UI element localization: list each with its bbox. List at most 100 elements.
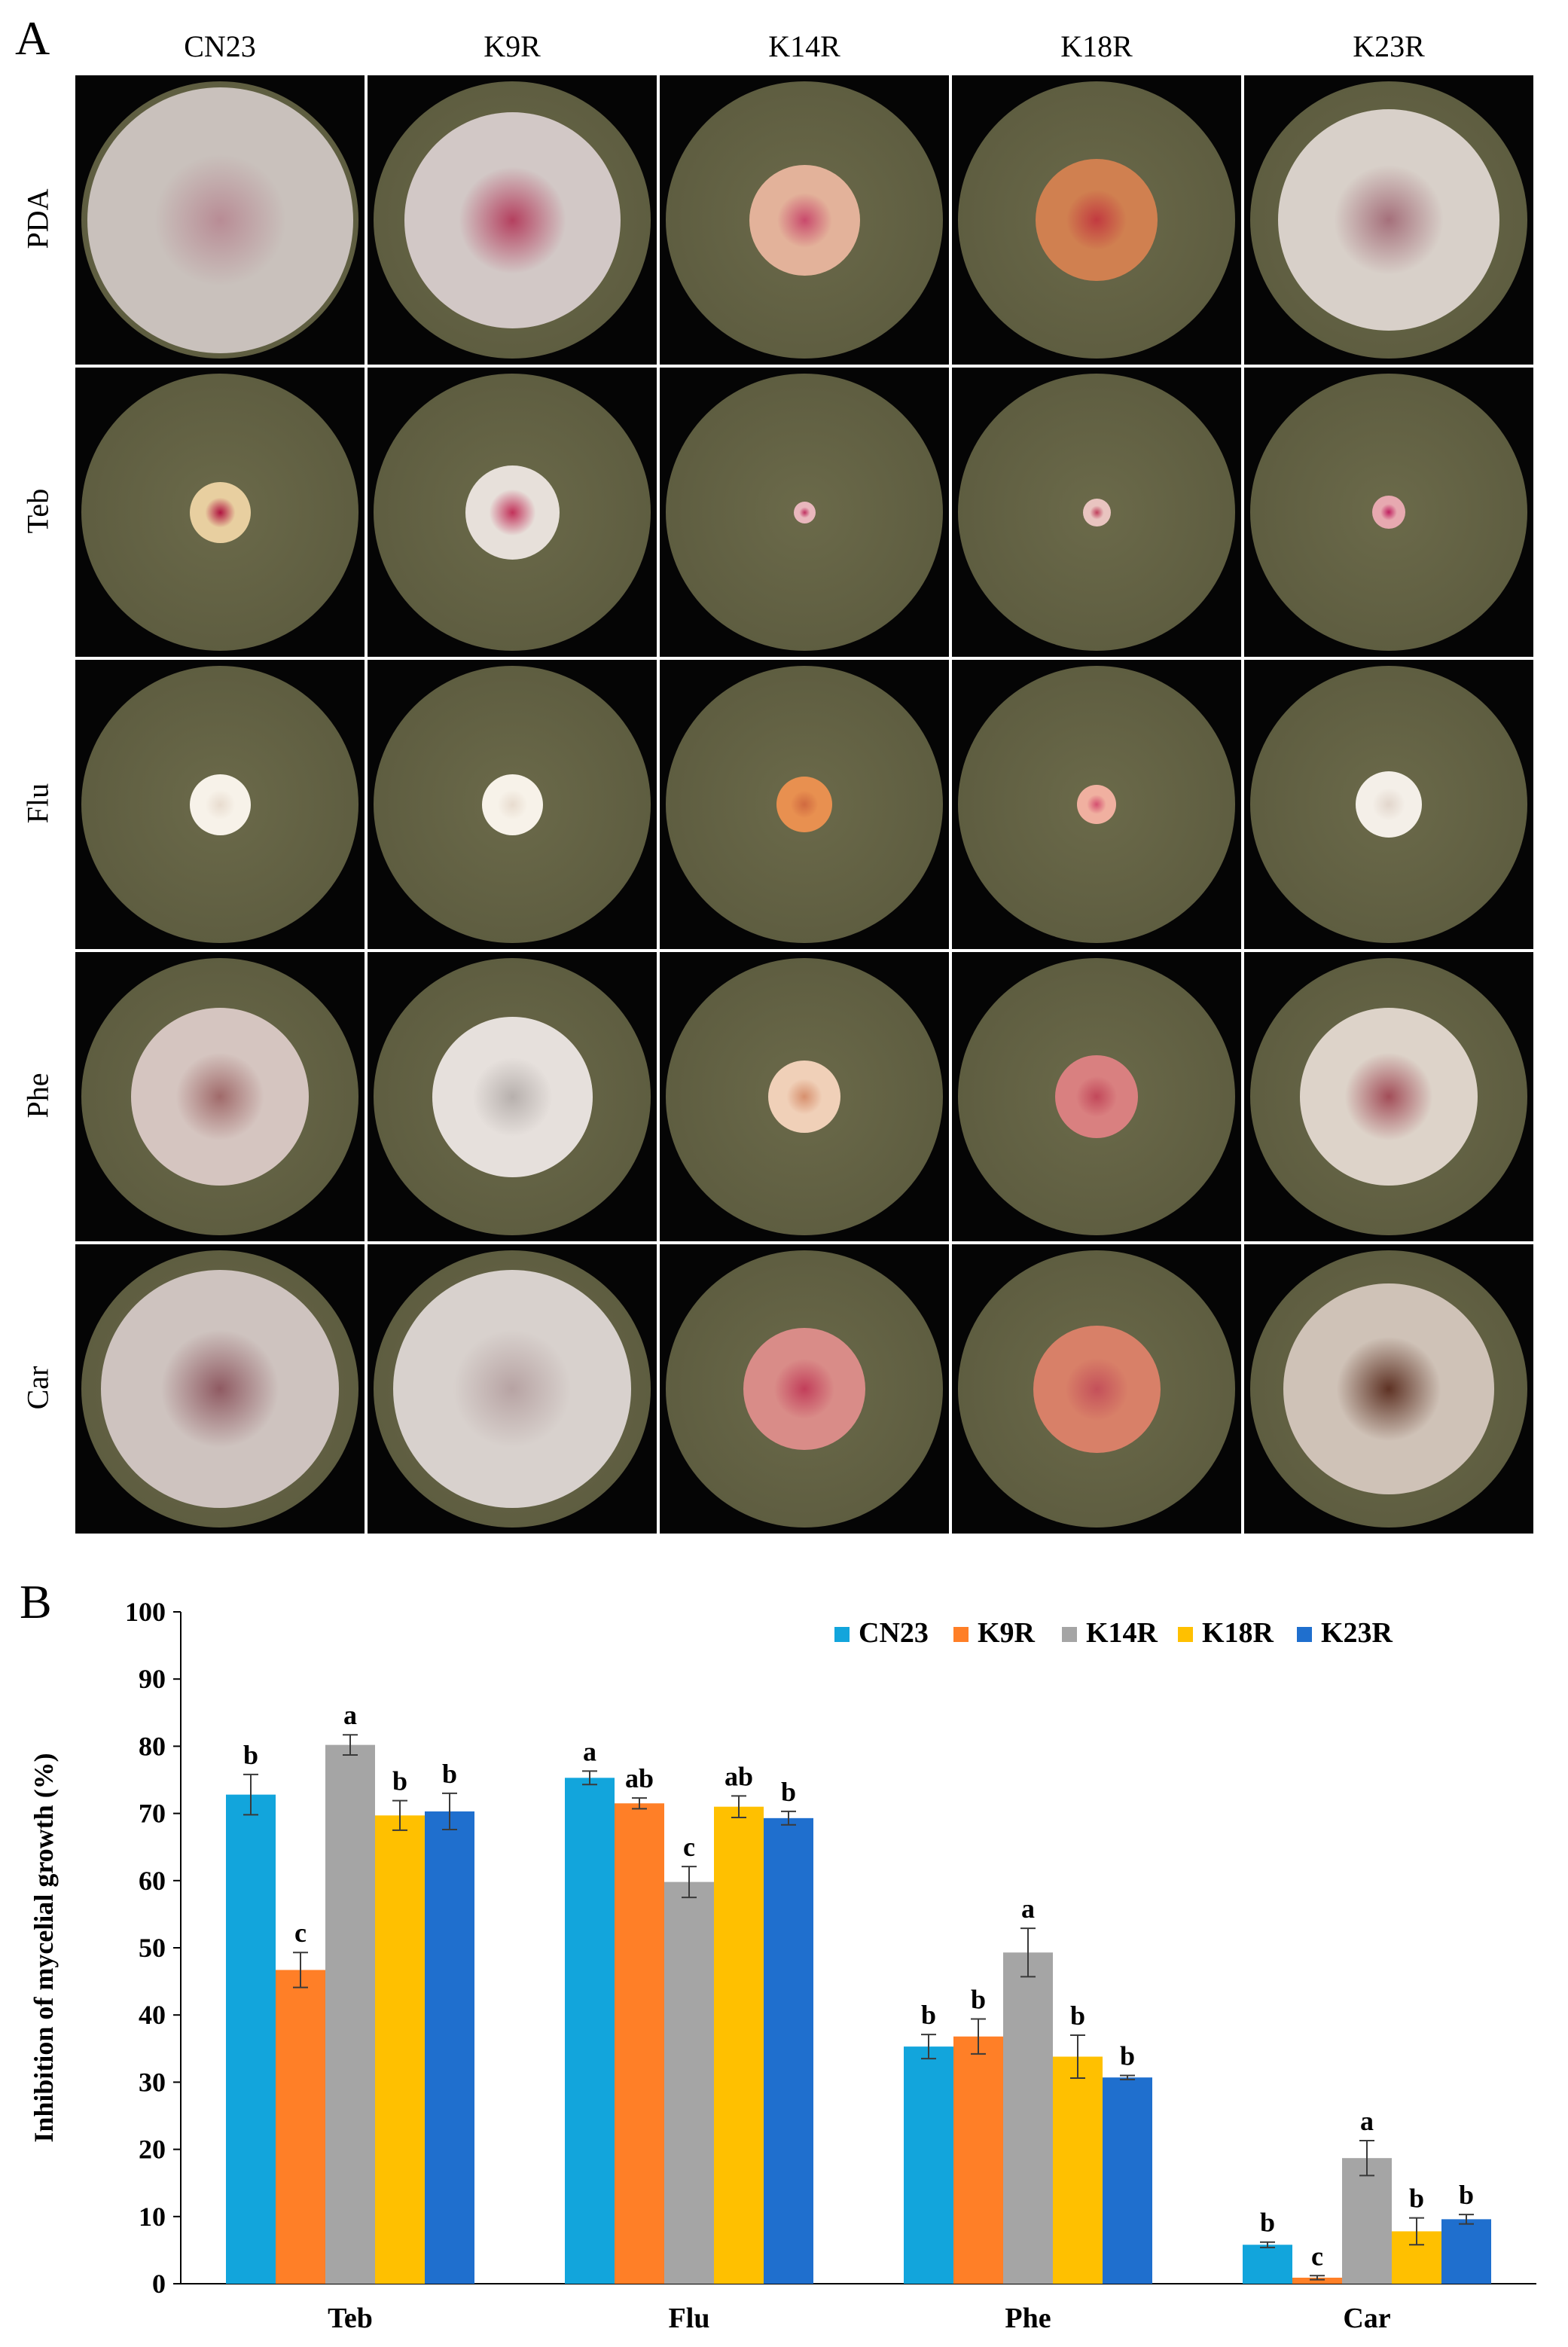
fungal-colony xyxy=(1283,1283,1494,1494)
column-label-k18r: K18R xyxy=(1060,29,1133,63)
plate-photo-car-cn23 xyxy=(75,1244,365,1534)
significance-letter: b xyxy=(781,1777,796,1807)
y-tick-label: 90 xyxy=(139,1664,166,1694)
fungal-colony xyxy=(1372,496,1405,529)
plate-photo-pda-k9r xyxy=(368,75,657,365)
bar-cn23-car xyxy=(1243,2245,1292,2284)
row-label-flu: Flu xyxy=(20,783,55,824)
y-tick-label: 30 xyxy=(139,2067,166,2097)
legend-swatch-k14r xyxy=(1062,1627,1077,1642)
fungal-colony xyxy=(189,481,251,543)
fungal-colony xyxy=(743,1328,865,1450)
fungal-colony xyxy=(1082,498,1111,526)
bar-k23r-phe xyxy=(1103,2077,1152,2284)
y-tick-label: 40 xyxy=(139,2000,166,2030)
fungal-colony xyxy=(1356,771,1422,838)
row-label-pda: PDA xyxy=(20,188,55,249)
y-axis-title: Inhibition of mycelial growth (%) xyxy=(29,1753,59,2142)
plate-photo-flu-k18r xyxy=(952,660,1241,949)
significance-letter: b xyxy=(1070,2001,1085,2031)
row-label-phe: Phe xyxy=(20,1073,55,1119)
bar-k9r-car xyxy=(1292,2277,1342,2284)
significance-letter: b xyxy=(1120,2040,1135,2071)
plate-photo-car-k23r xyxy=(1244,1244,1533,1534)
fungal-colony xyxy=(101,1270,339,1508)
panel-b-letter: B xyxy=(20,1575,52,1628)
bar-k14r-flu xyxy=(664,1882,714,2284)
fungal-colony xyxy=(1033,1325,1161,1453)
fungal-colony xyxy=(189,774,251,835)
plate-photo-flu-k23r xyxy=(1244,660,1533,949)
plate-photo-teb-k23r xyxy=(1244,368,1533,657)
legend-label-k9r: K9R xyxy=(978,1617,1036,1649)
legend-label-cn23: CN23 xyxy=(859,1617,929,1649)
column-label-k23r: K23R xyxy=(1353,29,1425,63)
bar-k14r-phe xyxy=(1003,1952,1053,2284)
y-tick-label: 50 xyxy=(139,1933,166,1963)
fungal-colony xyxy=(1300,1008,1478,1186)
bar-k23r-teb xyxy=(425,1811,474,2284)
fungal-colony xyxy=(131,1008,309,1186)
significance-letter: b xyxy=(1459,2180,1474,2210)
plate-photo-flu-cn23 xyxy=(75,660,365,949)
plate-photo-teb-k14r xyxy=(660,368,949,657)
significance-letter: b xyxy=(971,1985,986,2015)
bar-k14r-teb xyxy=(325,1744,375,2284)
significance-letter: b xyxy=(1260,2208,1275,2238)
significance-letter: b xyxy=(921,2000,936,2030)
significance-letter: b xyxy=(442,1759,457,1789)
fungal-colony xyxy=(1036,159,1158,281)
bar-cn23-flu xyxy=(565,1778,615,2284)
x-category-label-teb: Teb xyxy=(328,2303,373,2334)
plate-photo-phe-k23r xyxy=(1244,952,1533,1241)
column-label-k14r: K14R xyxy=(768,29,840,63)
y-tick-label: 20 xyxy=(139,2135,166,2165)
y-tick-label: 10 xyxy=(139,2202,166,2232)
fungal-colony xyxy=(1278,109,1499,331)
y-tick-label: 0 xyxy=(152,2269,166,2299)
row-label-car: Car xyxy=(20,1366,55,1410)
significance-letter: a xyxy=(583,1736,596,1766)
fungal-colony xyxy=(1077,785,1116,824)
significance-letter: b xyxy=(392,1766,407,1796)
plate-photo-phe-k14r xyxy=(660,952,949,1241)
fungal-colony xyxy=(481,774,543,835)
bar-k9r-phe xyxy=(953,2036,1003,2284)
bar-k9r-teb xyxy=(276,1970,325,2284)
significance-letter: ab xyxy=(725,1761,753,1791)
fungal-colony xyxy=(87,87,353,353)
significance-letter: b xyxy=(243,1740,258,1770)
bar-k18r-teb xyxy=(375,1815,425,2284)
bar-k23r-car xyxy=(1441,2219,1491,2284)
significance-letter: c xyxy=(683,1832,695,1862)
column-label-k9r: K9R xyxy=(484,29,541,63)
significance-letter: c xyxy=(294,1918,307,1948)
panel-a-letter: A xyxy=(15,11,50,65)
legend-swatch-k9r xyxy=(953,1627,969,1642)
plate-photo-car-k14r xyxy=(660,1244,949,1534)
y-tick-label: 60 xyxy=(139,1866,166,1896)
fungal-colony xyxy=(393,1270,631,1508)
bar-cn23-teb xyxy=(226,1794,276,2284)
plate-photo-phe-k18r xyxy=(952,952,1241,1241)
plate-photo-pda-k14r xyxy=(660,75,949,365)
plate-photo-pda-k18r xyxy=(952,75,1241,365)
fungal-colony xyxy=(432,1016,593,1177)
bar-cn23-phe xyxy=(904,2046,953,2284)
plate-photo-phe-cn23 xyxy=(75,952,365,1241)
significance-letter: c xyxy=(1311,2241,1323,2271)
fungal-colony xyxy=(1055,1055,1138,1138)
plate-photo-pda-cn23 xyxy=(75,75,365,365)
significance-letter: ab xyxy=(625,1763,654,1793)
fungal-colony xyxy=(465,465,560,560)
legend-label-k23r: K23R xyxy=(1321,1617,1393,1649)
bar-k18r-phe xyxy=(1053,2056,1103,2284)
legend-label-k18r: K18R xyxy=(1202,1617,1274,1649)
plate-photo-car-k18r xyxy=(952,1244,1241,1534)
legend-swatch-cn23 xyxy=(834,1627,850,1642)
y-tick-label: 80 xyxy=(139,1731,166,1761)
fungal-colony xyxy=(793,501,816,523)
significance-letter: a xyxy=(1360,2106,1374,2136)
fungal-colony xyxy=(749,164,860,276)
plate-photo-phe-k9r xyxy=(368,952,657,1241)
